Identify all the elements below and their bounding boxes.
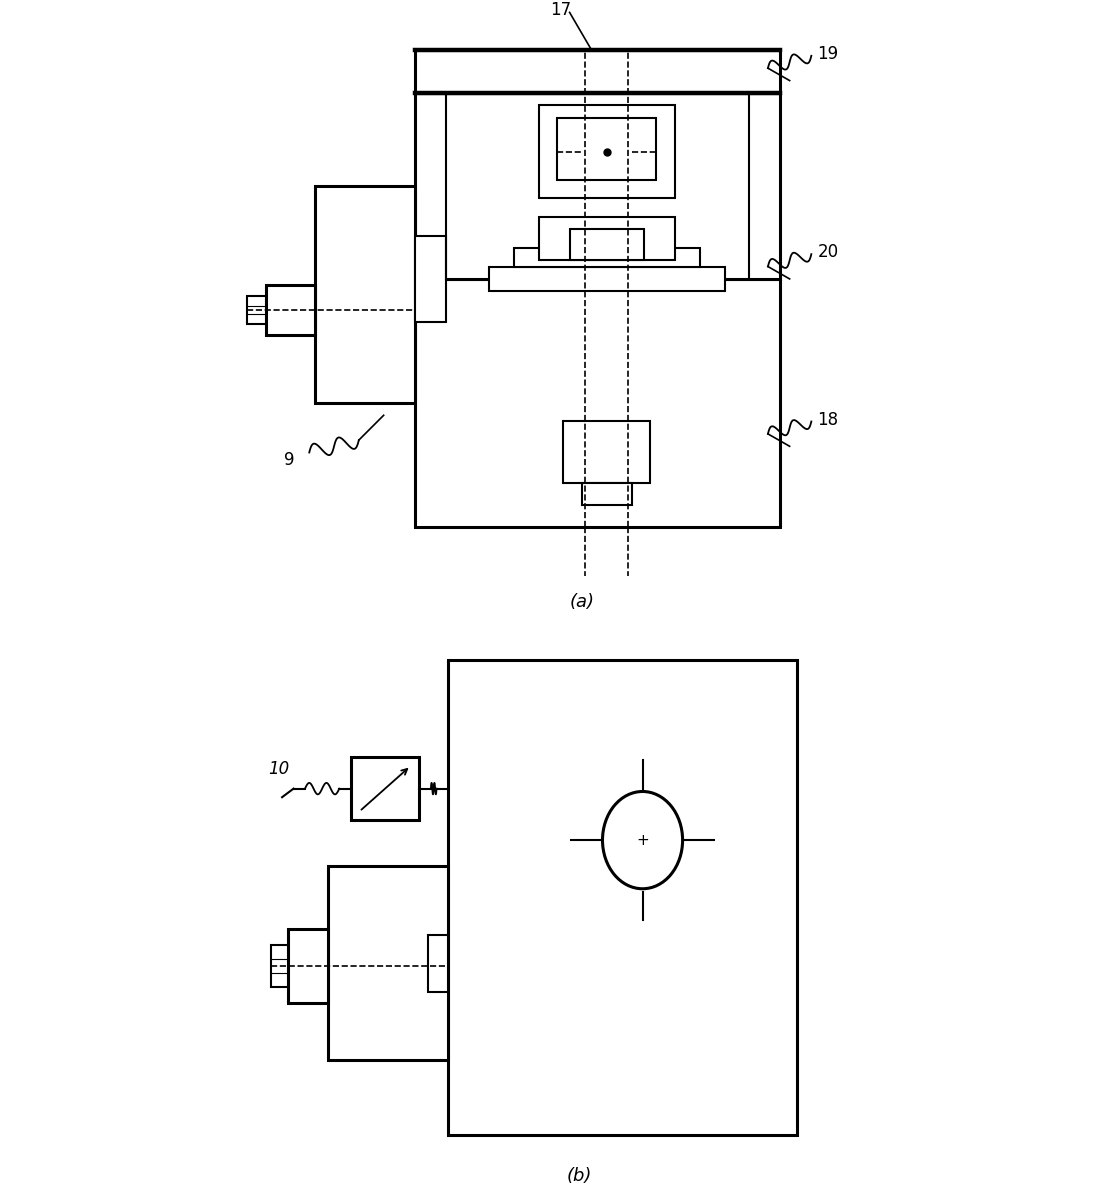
Bar xyxy=(247,297,266,323)
Bar xyxy=(582,484,631,505)
Bar xyxy=(514,248,700,267)
Bar xyxy=(315,186,414,403)
Bar xyxy=(414,236,445,322)
Bar xyxy=(428,935,449,992)
Text: 17: 17 xyxy=(550,1,571,19)
Bar xyxy=(558,118,657,180)
Bar xyxy=(414,93,780,279)
Text: 19: 19 xyxy=(818,45,839,63)
Bar xyxy=(266,285,315,335)
Bar xyxy=(449,660,797,1135)
Text: (b): (b) xyxy=(566,1167,592,1185)
Bar xyxy=(539,105,674,198)
Text: 9: 9 xyxy=(284,451,295,468)
Text: (a): (a) xyxy=(570,594,594,611)
Bar xyxy=(414,279,780,527)
Text: +: + xyxy=(636,833,649,848)
Bar xyxy=(539,217,674,260)
Bar xyxy=(489,267,724,291)
Text: 10: 10 xyxy=(268,760,289,778)
Text: 20: 20 xyxy=(818,243,839,261)
Bar xyxy=(563,422,650,484)
Bar xyxy=(414,50,780,93)
Bar xyxy=(328,865,449,1061)
Text: 18: 18 xyxy=(818,410,839,429)
Bar xyxy=(570,229,644,260)
Bar xyxy=(350,757,420,820)
Bar xyxy=(288,929,328,1004)
Bar xyxy=(271,945,288,987)
